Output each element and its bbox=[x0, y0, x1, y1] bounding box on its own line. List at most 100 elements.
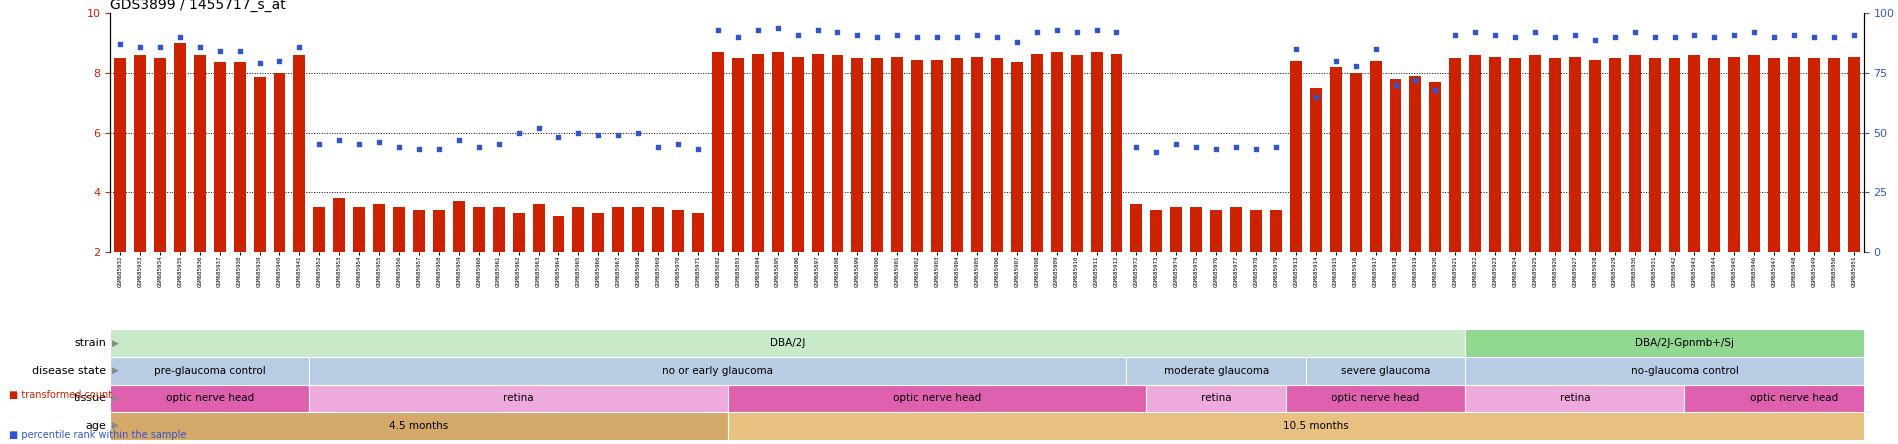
Point bbox=[1300, 93, 1330, 100]
Bar bbox=[1287, 385, 1465, 412]
Bar bbox=[1230, 207, 1241, 252]
Point bbox=[643, 143, 674, 151]
Point bbox=[423, 146, 454, 153]
Point bbox=[1321, 57, 1351, 64]
Point bbox=[822, 29, 852, 36]
Text: moderate glaucoma: moderate glaucoma bbox=[1163, 366, 1268, 376]
Bar bbox=[632, 207, 643, 252]
Bar bbox=[110, 329, 1465, 357]
Point bbox=[1619, 29, 1649, 36]
Text: 10.5 months: 10.5 months bbox=[1283, 421, 1349, 431]
Bar bbox=[1469, 55, 1480, 252]
Point bbox=[1002, 38, 1033, 45]
Point bbox=[763, 24, 793, 31]
Point bbox=[524, 124, 554, 131]
Point bbox=[782, 31, 812, 38]
Point bbox=[981, 34, 1012, 41]
Text: strain: strain bbox=[74, 338, 106, 348]
Point bbox=[1260, 143, 1291, 151]
Point bbox=[503, 129, 533, 136]
Point bbox=[404, 146, 435, 153]
Bar bbox=[1291, 61, 1302, 252]
Bar bbox=[1668, 58, 1680, 252]
Bar bbox=[1769, 58, 1780, 252]
Bar bbox=[613, 207, 624, 252]
Bar bbox=[592, 213, 604, 252]
Bar bbox=[972, 56, 983, 252]
Bar bbox=[233, 63, 245, 252]
Point bbox=[883, 31, 913, 38]
Bar bbox=[1131, 204, 1143, 252]
Text: 4.5 months: 4.5 months bbox=[389, 421, 448, 431]
Point bbox=[1778, 31, 1809, 38]
Bar bbox=[135, 55, 146, 252]
Bar bbox=[1389, 79, 1401, 252]
Bar bbox=[1748, 55, 1759, 252]
Bar bbox=[1729, 56, 1740, 252]
Bar bbox=[1190, 207, 1201, 252]
Bar bbox=[1610, 58, 1621, 252]
Point bbox=[1699, 34, 1729, 41]
Point bbox=[205, 48, 235, 55]
Point bbox=[1122, 143, 1152, 151]
Point bbox=[1082, 27, 1112, 34]
Bar bbox=[254, 77, 266, 252]
Bar bbox=[951, 58, 962, 252]
Point bbox=[543, 134, 573, 141]
Bar bbox=[175, 43, 186, 252]
Bar bbox=[693, 213, 704, 252]
Point bbox=[1340, 62, 1370, 69]
Point bbox=[662, 141, 693, 148]
Bar bbox=[1788, 56, 1799, 252]
Bar bbox=[393, 207, 404, 252]
Point bbox=[862, 34, 892, 41]
Point bbox=[1460, 29, 1490, 36]
Point bbox=[1021, 29, 1051, 36]
Bar bbox=[493, 207, 505, 252]
Point bbox=[184, 43, 214, 50]
Bar bbox=[1549, 58, 1560, 252]
Point bbox=[264, 57, 294, 64]
Bar bbox=[414, 210, 425, 252]
Point bbox=[1181, 143, 1211, 151]
Point bbox=[383, 143, 414, 151]
Bar bbox=[752, 54, 763, 252]
Text: ▶: ▶ bbox=[112, 339, 120, 348]
Bar bbox=[1490, 56, 1501, 252]
Bar bbox=[1828, 58, 1839, 252]
Bar bbox=[313, 207, 325, 252]
Text: disease state: disease state bbox=[32, 366, 106, 376]
Text: pre-glaucoma control: pre-glaucoma control bbox=[154, 366, 266, 376]
Text: ■ percentile rank within the sample: ■ percentile rank within the sample bbox=[9, 430, 186, 440]
Bar bbox=[1689, 55, 1701, 252]
Bar bbox=[1684, 385, 1898, 412]
Point bbox=[604, 131, 634, 139]
Bar bbox=[214, 63, 226, 252]
Bar bbox=[1465, 329, 1898, 357]
Point bbox=[1220, 143, 1251, 151]
Text: retina: retina bbox=[1201, 393, 1232, 403]
Bar bbox=[1270, 210, 1281, 252]
Point bbox=[623, 129, 653, 136]
Bar bbox=[1628, 55, 1640, 252]
Bar bbox=[473, 207, 484, 252]
Bar bbox=[991, 58, 1002, 252]
Bar bbox=[110, 412, 729, 440]
Point bbox=[1141, 148, 1171, 155]
Point bbox=[941, 34, 972, 41]
Point bbox=[224, 48, 254, 55]
Text: optic nerve head: optic nerve head bbox=[1332, 393, 1420, 403]
Bar bbox=[1012, 63, 1023, 252]
Bar bbox=[309, 385, 727, 412]
Text: optic nerve head: optic nerve head bbox=[165, 393, 254, 403]
Point bbox=[1659, 34, 1689, 41]
Text: GDS3899 / 1455717_s_at: GDS3899 / 1455717_s_at bbox=[110, 0, 287, 12]
Text: optic nerve head: optic nerve head bbox=[1750, 393, 1837, 403]
Point bbox=[723, 34, 754, 41]
Bar bbox=[374, 204, 385, 252]
Point bbox=[1640, 34, 1670, 41]
Point bbox=[583, 131, 613, 139]
Bar bbox=[712, 52, 723, 252]
Bar bbox=[1211, 210, 1222, 252]
Bar bbox=[1251, 210, 1262, 252]
